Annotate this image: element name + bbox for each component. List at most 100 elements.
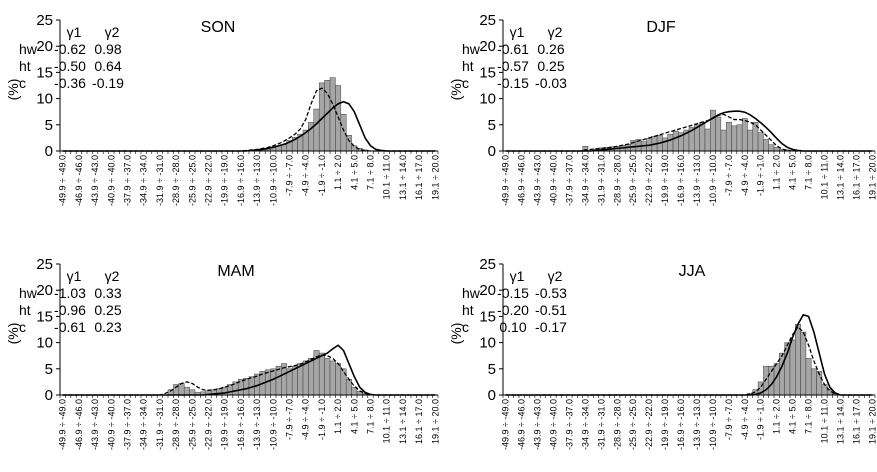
djf-stats-header: γ2 [548, 24, 563, 40]
jja-x-tick-label: -10.9 ÷ -10.0 [708, 399, 718, 450]
djf-x-tick-label: -37.9 ÷ -37.0 [564, 155, 574, 206]
mam-solid-line [62, 344, 436, 396]
djf-x-tick-label: -28.9 ÷ -28.0 [612, 155, 622, 206]
son-x-tick-label: -34.9 ÷ -34.0 [139, 155, 149, 206]
mam-x-tick-label: -4.9 ÷ -4.0 [301, 399, 311, 440]
djf-x-tick-label: -43.9 ÷ -43.0 [533, 155, 543, 206]
mam-y-tick-label: 10 [36, 335, 53, 352]
mam-stats-header: γ1 [67, 268, 82, 284]
djf-stats-value: 0.25 [537, 58, 564, 74]
jja-x-tick-label: 16.1 ÷ 17.0 [851, 399, 861, 444]
son-bar [281, 144, 288, 152]
djf-stats-value: -0.03 [535, 75, 567, 91]
son-title: SON [201, 19, 236, 36]
mam-y-tick-label: 20 [36, 282, 53, 299]
son-x-tick-label: -13.9 ÷ -13.0 [252, 155, 262, 206]
son-bar [340, 114, 347, 152]
mam-x-tick-label: 13.1 ÷ 14.0 [398, 399, 408, 444]
son-x-tick-label: -16.9 ÷ -16.0 [236, 155, 246, 206]
son-x-tick-label: -31.9 ÷ -31.0 [155, 155, 165, 206]
son-x-tick-label: -1.9 ÷ -1.0 [317, 155, 327, 196]
son-dashed-line [62, 87, 436, 152]
son-solid-line [62, 100, 436, 152]
jja-x-tick-label: 1.1 ÷ 2.0 [772, 399, 782, 434]
djf-x-tick-label: -19.9 ÷ -19.0 [660, 155, 670, 206]
djf-x-tick-label: -46.9 ÷ -46.0 [517, 155, 527, 206]
son-stats-row-label: hw [19, 41, 38, 57]
jja-x-tick-label: -7.9 ÷ -7.0 [724, 399, 734, 440]
jja-y-tick-label: 0 [488, 387, 496, 404]
djf-bar [667, 133, 674, 152]
son-x-tick-label: 16.1 ÷ 17.0 [414, 155, 424, 200]
son-x-tick-label: 1.1 ÷ 2.0 [333, 155, 343, 190]
mam-y-tick-label: 25 [36, 256, 53, 273]
son-y-tick-label: 20 [36, 38, 53, 55]
jja-x-tick-label: -28.9 ÷ -28.0 [612, 399, 622, 450]
mam-x-tick-label: 10.1 ÷ 11.0 [382, 399, 392, 443]
mam-x-tick-label: 7.1 ÷ 8.0 [366, 399, 376, 434]
djf-y-tick-label: 25 [479, 12, 496, 29]
son-x-tick-label: -46.9 ÷ -46.0 [74, 155, 84, 206]
djf-x-tick-label: -13.9 ÷ -13.0 [692, 155, 702, 206]
djf-x-tick-label: -25.9 ÷ -25.0 [628, 155, 638, 206]
mam-bar [329, 360, 336, 396]
mam-x-tick-label: -22.9 ÷ -22.0 [204, 399, 214, 450]
mam-bar [178, 383, 185, 396]
mam-x-tick-label: -49.9 ÷ -49.0 [58, 399, 68, 450]
jja-bar [805, 358, 812, 396]
jja-stats-value: -0.17 [535, 319, 567, 335]
jja-stats-value: 0.10 [499, 319, 526, 335]
son-x-tick-label: -10.9 ÷ -10.0 [268, 155, 278, 206]
mam-bar [183, 386, 190, 396]
mam-x-tick-label: -31.9 ÷ -31.0 [155, 399, 165, 450]
mam-x-tick-label: -46.9 ÷ -46.0 [74, 399, 84, 450]
jja-bar [789, 339, 796, 396]
jja-x-tick-label: -25.9 ÷ -25.0 [628, 399, 638, 450]
jja-x-tick-label: 19.1 ÷ 20.0 [867, 399, 877, 444]
son-x-tick-label: -37.9 ÷ -37.0 [123, 155, 133, 206]
djf-y-tick-label: 0 [488, 143, 496, 160]
jja-title: JJA [679, 263, 706, 280]
mam-title: MAM [217, 263, 254, 280]
djf-x-tick-label: 19.1 ÷ 20.0 [867, 155, 877, 200]
mam-x-tick-label: 1.1 ÷ 2.0 [333, 399, 343, 434]
djf-y-tick-label: 20 [479, 38, 496, 55]
jja-bar [800, 331, 807, 396]
son-stats-value: -0.19 [92, 75, 124, 91]
son-bar [345, 135, 352, 152]
son-y-tick-label: 25 [36, 12, 53, 29]
djf-x-tick-label: -22.9 ÷ -22.0 [644, 155, 654, 206]
mam-x-tick-label: -25.9 ÷ -25.0 [187, 399, 197, 450]
djf-x-tick-label: -1.9 ÷ -1.0 [756, 155, 766, 196]
jja-stats-value: -0.53 [535, 285, 567, 301]
son-y-tick-label: 10 [36, 91, 53, 108]
jja-x-tick-label: 7.1 ÷ 8.0 [804, 399, 814, 434]
jja-stats-header: γ2 [548, 268, 563, 284]
mam-stats-row-label: hw [19, 285, 38, 301]
djf-x-tick-label: 16.1 ÷ 17.0 [851, 155, 861, 200]
jja-x-tick-label: -49.9 ÷ -49.0 [501, 399, 511, 450]
mam-stats-value: 0.33 [94, 285, 121, 301]
son-x-tick-label: 4.1 ÷ 5.0 [349, 155, 359, 190]
djf-x-tick-label: 4.1 ÷ 5.0 [788, 155, 798, 190]
son-stats-value: -0.50 [54, 58, 86, 74]
jja-bar [810, 368, 817, 396]
mam-x-tick-label: 16.1 ÷ 17.0 [414, 399, 424, 444]
jja-x-tick-label: 10.1 ÷ 11.0 [820, 399, 830, 443]
mam-bar [340, 368, 347, 396]
jja-bar [821, 384, 828, 396]
son-stats-value: -0.62 [54, 41, 86, 57]
mam-stats-row-label: ht [19, 302, 31, 318]
djf-stats-value: -0.15 [497, 75, 529, 91]
jja-x-tick-label: -22.9 ÷ -22.0 [644, 399, 654, 450]
mam-bar [302, 360, 309, 396]
son-x-tick-label: -25.9 ÷ -25.0 [187, 155, 197, 206]
mam-bar [318, 352, 325, 396]
son-bar [351, 145, 358, 152]
son-y-axis-label: (%) [5, 79, 21, 101]
djf-x-tick-label: -16.9 ÷ -16.0 [676, 155, 686, 206]
djf-bar [715, 116, 722, 152]
mam-x-tick-label: -10.9 ÷ -10.0 [268, 399, 278, 450]
son-x-tick-label: -7.9 ÷ -7.0 [285, 155, 295, 196]
djf-bar [741, 118, 748, 152]
